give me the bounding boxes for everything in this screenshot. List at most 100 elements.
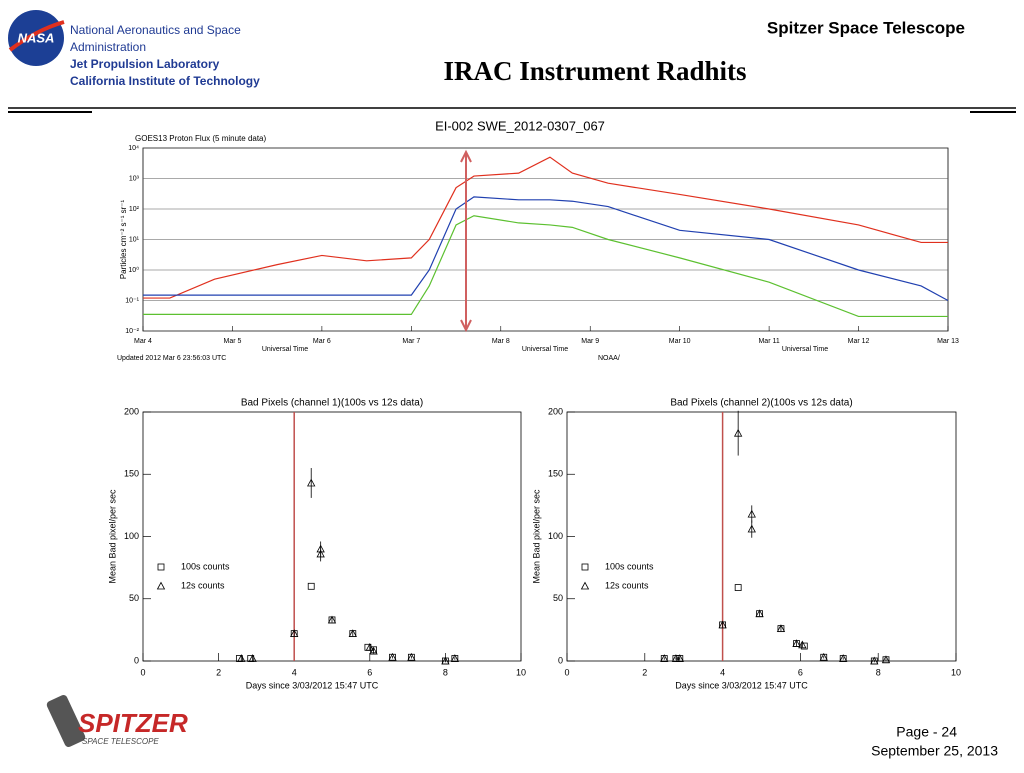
nasa-logo xyxy=(8,10,64,66)
y-tick-label: 200 xyxy=(124,406,139,416)
nasa-swoosh xyxy=(8,20,65,52)
x-tick-label: Mar 8 xyxy=(492,338,510,345)
point xyxy=(734,584,742,591)
slide-title: IRAC Instrument Radhits xyxy=(443,56,746,86)
org-line: Administration xyxy=(70,40,146,54)
series-line xyxy=(143,196,949,302)
point xyxy=(660,654,669,662)
plot-frame xyxy=(566,411,957,662)
point xyxy=(365,642,374,651)
x-tick-label: 10 xyxy=(516,667,526,677)
y-tick-label: 10¹ xyxy=(129,236,140,243)
x-tick-label: 2 xyxy=(642,667,647,677)
series-line xyxy=(143,156,948,299)
y-tick-label: 10⁰ xyxy=(128,266,139,274)
y-tick-label: 150 xyxy=(548,469,563,479)
point xyxy=(248,654,257,662)
point xyxy=(307,478,316,487)
legend-marker xyxy=(581,563,589,571)
y-tick-label: 200 xyxy=(548,406,563,416)
x-axis-label: Universal Time xyxy=(522,346,568,353)
y-tick-label: 10³ xyxy=(129,175,140,182)
y-tick-label: 50 xyxy=(553,593,563,603)
point xyxy=(718,620,727,629)
org-line: California Institute of Technology xyxy=(70,74,260,88)
y-axis-label: Mean Bad pixel/per sec xyxy=(531,489,541,584)
x-tick-label: 8 xyxy=(876,667,881,677)
x-tick-label: 0 xyxy=(140,667,145,677)
x-tick-label: Mar 5 xyxy=(223,338,241,345)
y-tick-label: 50 xyxy=(129,593,139,603)
x-tick-label: 0 xyxy=(564,667,569,677)
page-number: Page - 24 xyxy=(896,724,957,740)
point xyxy=(733,428,743,437)
point xyxy=(798,640,807,649)
point xyxy=(755,609,764,618)
y-tick-label: 10⁴ xyxy=(128,145,139,152)
legend-marker xyxy=(580,581,590,590)
y-tick-label: 10⁻¹ xyxy=(125,297,139,304)
x-tick-label: 4 xyxy=(720,667,725,677)
x-tick-label: 6 xyxy=(367,667,372,677)
point xyxy=(800,642,808,650)
update-note: Updated 2012 Mar 6 23:56:03 UTC xyxy=(117,355,226,362)
chart-title: Bad Pixels (channel 2)(100s vs 12s data) xyxy=(670,398,852,409)
legend-marker xyxy=(157,563,165,571)
point xyxy=(407,652,416,661)
legend-label: 100s counts xyxy=(605,561,654,571)
x-tick-label: 4 xyxy=(292,667,297,677)
point xyxy=(870,656,879,665)
spitzer-sub: SPACE TELESCOPE xyxy=(82,737,159,746)
legend-label: 100s counts xyxy=(181,561,230,571)
y-axis-label: Mean Bad pixel/per sec xyxy=(107,489,117,584)
x-tick-label: Mar 13 xyxy=(937,338,959,345)
y-tick-label: 100 xyxy=(124,531,139,541)
source-note: NOAA/ xyxy=(598,355,620,362)
chart-title: Bad Pixels (channel 1)(100s vs 12s data) xyxy=(241,398,423,409)
legend-marker xyxy=(156,581,166,590)
point xyxy=(388,652,397,661)
chart-title: GOES13 Proton Flux (5 minute data) xyxy=(135,134,267,143)
point xyxy=(348,629,357,638)
y-tick-label: 100 xyxy=(548,531,563,541)
org-line: National Aeronautics and Space xyxy=(70,23,241,37)
logo-text: NASA xyxy=(18,30,55,45)
point xyxy=(881,655,891,664)
point xyxy=(747,509,756,518)
point xyxy=(450,654,460,662)
x-tick-label: Mar 6 xyxy=(313,338,331,345)
org-line: Jet Propulsion Laboratory xyxy=(70,57,220,71)
x-tick-label: Mar 9 xyxy=(581,338,599,345)
y-axis-label: Particles cm⁻² s⁻¹ sr⁻¹ xyxy=(119,200,128,280)
point xyxy=(327,615,337,624)
point xyxy=(792,639,801,647)
legend-label: 12s counts xyxy=(605,580,649,590)
x-tick-label: Mar 12 xyxy=(848,338,870,345)
x-tick-label: Mar 7 xyxy=(402,338,420,345)
point xyxy=(316,549,325,558)
point xyxy=(237,654,246,662)
x-tick-label: Mar 10 xyxy=(669,338,691,345)
x-tick-label: Mar 11 xyxy=(758,338,779,345)
subtitle: EI-002 SWE_2012-0307_067 xyxy=(435,118,605,133)
x-axis-label: Days since 3/03/2012 15:47 UTC xyxy=(675,680,808,690)
mission: Spitzer Space Telescope xyxy=(767,18,965,37)
x-tick-label: 8 xyxy=(443,667,448,677)
point xyxy=(819,652,828,661)
x-axis-label: Universal Time xyxy=(782,346,828,353)
plot-frame xyxy=(142,411,522,662)
point xyxy=(776,624,786,633)
y-tick-label: 10⁻² xyxy=(125,328,139,335)
legend-label: 12s counts xyxy=(181,580,225,590)
spitzer-logo: SPITZER xyxy=(78,708,188,738)
point xyxy=(675,654,684,662)
y-tick-label: 10² xyxy=(129,206,140,213)
point xyxy=(369,646,378,655)
series-line xyxy=(143,215,948,318)
point xyxy=(747,524,756,533)
y-tick-label: 0 xyxy=(558,655,563,665)
spitzer-icon xyxy=(46,695,86,747)
point xyxy=(290,629,299,638)
